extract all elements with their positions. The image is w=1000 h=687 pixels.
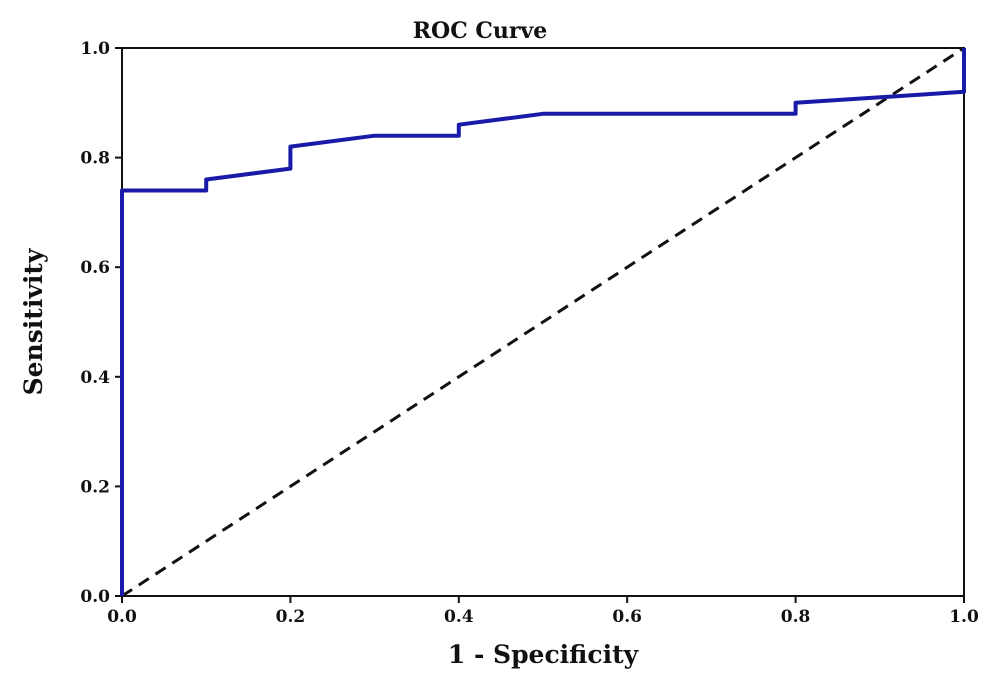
- x-tick-label: 0.2: [276, 607, 306, 627]
- x-tick-label: 0.8: [781, 607, 811, 627]
- y-tick-label: 0.0: [80, 587, 110, 607]
- y-tick-label: 0.6: [80, 258, 110, 278]
- y-axis-label: Sensitivity: [19, 247, 48, 395]
- x-axis-label: 1 - Specificity: [448, 640, 640, 669]
- reference-diagonal-line: [121, 46, 965, 598]
- y-tick-label: 1.0: [80, 39, 110, 59]
- x-axis-ticks: 0.0 0.2 0.4 0.6 0.8 1.0: [107, 596, 979, 627]
- x-tick-label: 0.4: [444, 607, 474, 627]
- y-tick-label: 0.8: [80, 149, 110, 169]
- roc-curve-line: [120, 48, 966, 596]
- chart-title: ROC Curve: [413, 18, 548, 44]
- y-axis-ticks: 0.0 0.2 0.4 0.6 0.8 1.0: [80, 39, 122, 607]
- x-tick-label: 0.6: [612, 607, 642, 627]
- x-tick-label: 0.0: [107, 607, 137, 627]
- x-tick-label: 1.0: [949, 607, 979, 627]
- y-tick-label: 0.4: [80, 368, 110, 388]
- series-layer: [120, 46, 966, 598]
- y-tick-label: 0.2: [80, 477, 110, 497]
